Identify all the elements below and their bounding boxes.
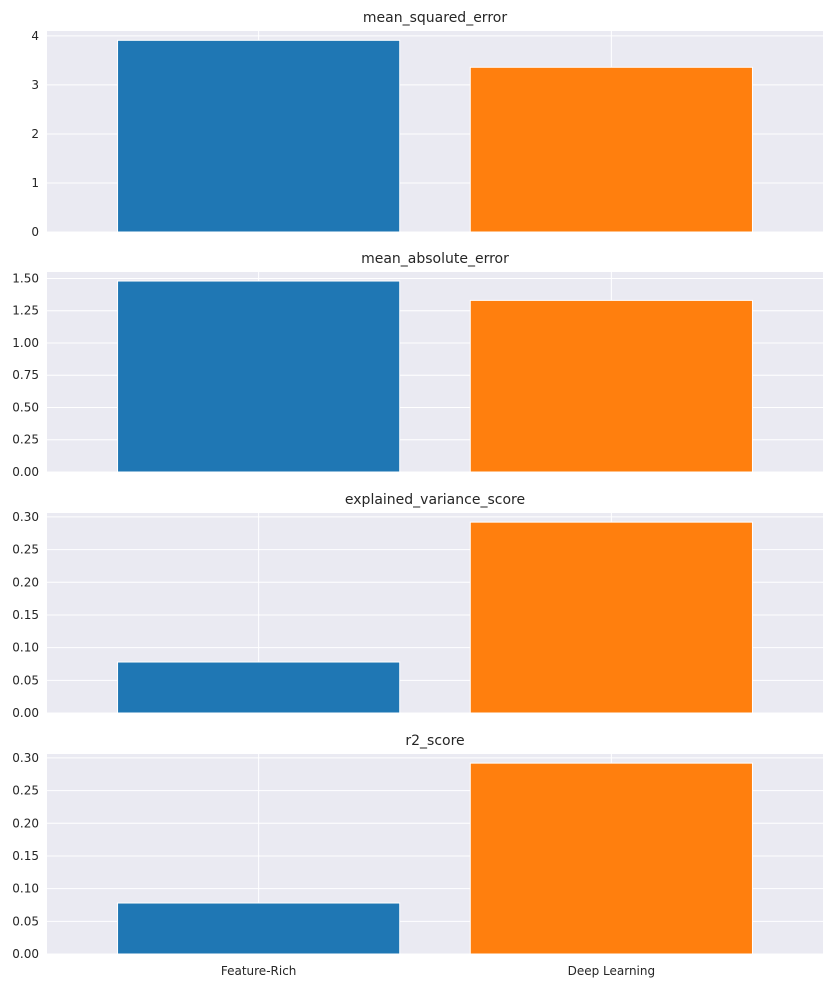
y-tick-label: 0.75 [12, 368, 39, 382]
y-tick-label: 0.15 [12, 849, 39, 863]
y-tick-label: 1.00 [12, 336, 39, 350]
y-tick-label: 3 [31, 78, 39, 92]
y-tick-label: 0.10 [12, 882, 39, 896]
y-tick-label: 0.10 [12, 641, 39, 655]
bar-feature-rich [117, 902, 401, 955]
y-tick-label: 0.50 [12, 400, 39, 414]
y-tick-label: 1.50 [12, 271, 39, 285]
y-tick-label: 0.30 [12, 751, 39, 765]
y-tick-label: 0.00 [12, 706, 39, 720]
y-tick-label: 0.15 [12, 608, 39, 622]
y-tick-label: 0.05 [12, 673, 39, 687]
y-tick-label: 0.05 [12, 914, 39, 928]
y-tick-label: 0.25 [12, 433, 39, 447]
y-tick-label: 0.20 [12, 575, 39, 589]
y-tick-label: 0.00 [12, 465, 39, 479]
bar-deep-learning [469, 299, 753, 473]
y-tick-label: 0.20 [12, 816, 39, 830]
bar-feature-rich [117, 661, 401, 714]
x-tick-label: Deep Learning [568, 964, 656, 978]
bar-deep-learning [469, 762, 753, 955]
panel-title: mean_absolute_error [361, 251, 509, 267]
y-tick-label: 0.25 [12, 784, 39, 798]
panel-title: mean_squared_error [363, 10, 507, 26]
y-tick-label: 4 [31, 29, 39, 43]
y-tick-label: 0.00 [12, 947, 39, 961]
panel-mean-squared-error: 0 1 2 3 4 mean_squared_error [31, 10, 823, 239]
panel-mean-absolute-error: 0.00 0.25 0.50 0.75 1.00 1.25 1.50 mean_absolut… [12, 251, 823, 479]
panel-title: r2_score [405, 733, 464, 749]
y-tick-label: 2 [31, 127, 39, 141]
panel-explained-variance-score: 0.00 0.05 0.10 0.15 0.20 0.25 0.30 explained_va… [12, 492, 823, 720]
bar-deep-learning [469, 521, 753, 714]
y-tick-label: 0 [31, 225, 39, 239]
x-tick-label: Feature-Rich [221, 964, 297, 978]
y-tick-label: 1 [31, 176, 39, 190]
y-tick-label: 0.30 [12, 510, 39, 524]
y-tick-label: 1.25 [12, 304, 39, 318]
y-tick-label: 0.25 [12, 543, 39, 557]
bar-feature-rich [117, 39, 401, 233]
panel-title: explained_variance_score [345, 492, 525, 508]
bar-feature-rich [117, 280, 401, 473]
bar-deep-learning [469, 66, 753, 233]
panel-r2-score: 0.00 0.05 0.10 0.15 0.20 0.25 0.30 r2_score Feat… [12, 733, 823, 978]
